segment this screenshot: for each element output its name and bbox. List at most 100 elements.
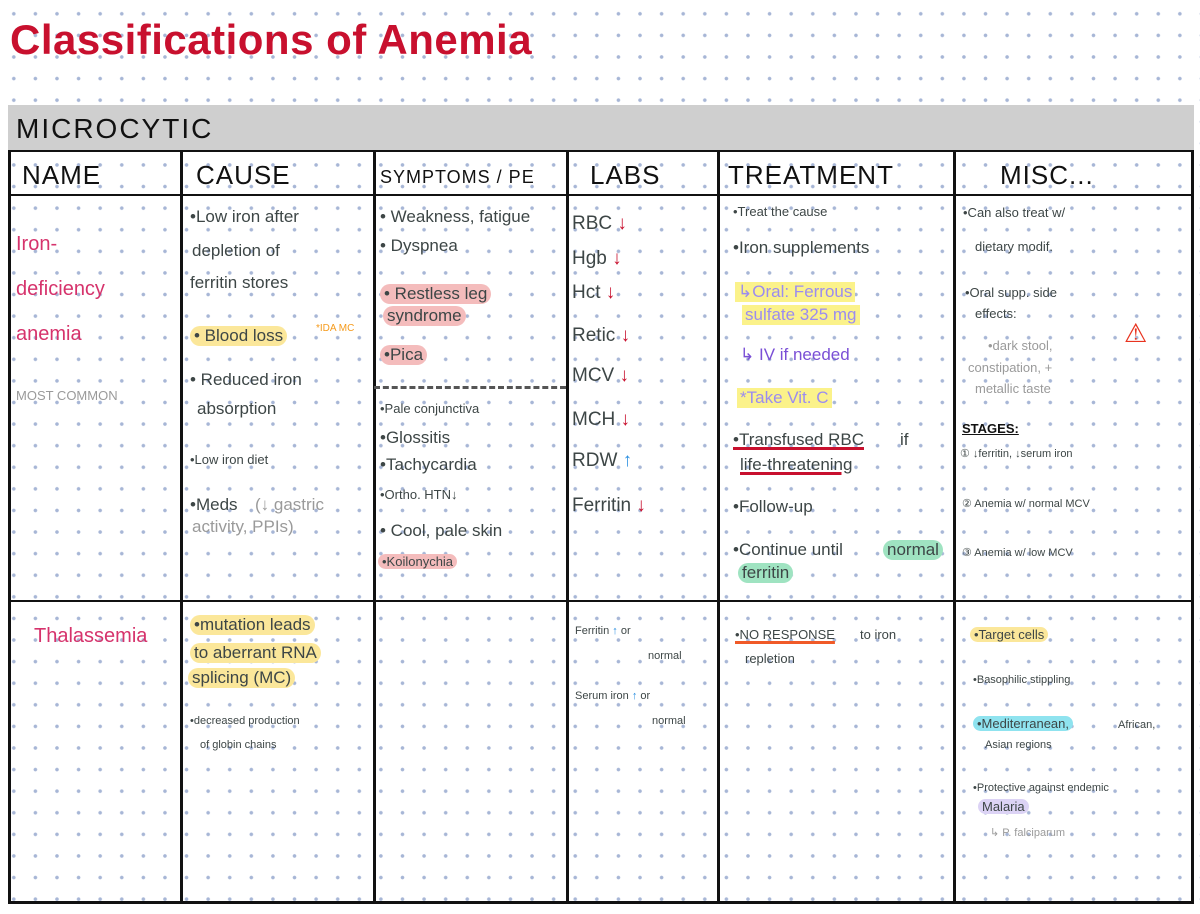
lab-name: Hct <box>572 282 601 303</box>
misc-item: ② Anemia w/ normal MCV <box>962 498 1090 510</box>
cause-item: • Blood loss <box>190 326 288 346</box>
header-divider <box>8 194 1194 196</box>
lab-name: Retic <box>572 325 616 346</box>
arrow-up-icon: ↑ <box>617 450 633 471</box>
arrow-up-icon: ↑ <box>609 625 621 637</box>
lab-value: MCH ↓ <box>572 409 630 431</box>
symptom-item: •Koilonychia <box>378 554 458 569</box>
lab-value: Hgb ↓ <box>572 248 622 270</box>
treatment-item: *Take Vit. C <box>737 388 832 408</box>
arrow-down-icon: ↓ <box>615 325 631 346</box>
symptom-item: •Pale conjunctiva <box>380 401 480 416</box>
misc-item: •Mediterranean, <box>973 716 1073 731</box>
column-divider <box>180 150 183 901</box>
lab-name: MCH <box>572 409 616 430</box>
misc-item: African, <box>1118 719 1156 731</box>
lab-name: RDW <box>572 450 618 471</box>
treatment-item: if <box>900 430 909 449</box>
misc-item: dietary modif. <box>975 239 1054 254</box>
misc-item: Malaria <box>978 799 1029 814</box>
header-cause: CAUSE <box>196 160 291 190</box>
cause-item: •Meds <box>190 495 238 514</box>
treatment-item: •Treat the cause <box>733 204 828 219</box>
cause-item: of globin chains <box>200 739 277 751</box>
symptom-item: • Dyspnea <box>380 236 458 255</box>
treatment-item: normal <box>883 540 943 560</box>
section-band: MICROCYTIC <box>8 105 1194 152</box>
misc-item: metallic taste <box>975 381 1051 396</box>
treatment-item: •Follow-up <box>733 497 813 516</box>
cause-item: absorption <box>197 399 277 418</box>
symptom-item: •Pica <box>380 345 428 365</box>
misc-item: •Target cells <box>970 627 1049 642</box>
row-divider <box>8 600 1194 602</box>
arrow-down-icon: ↓ <box>631 495 646 516</box>
lab-value: MCV ↓ <box>572 365 629 387</box>
lab-continuation: normal <box>652 715 686 727</box>
treatment-item: to iron <box>860 627 897 642</box>
cause-item: •Low iron diet <box>190 452 269 467</box>
column-divider <box>566 150 569 901</box>
treatment-item: •Transfused RBC <box>733 430 864 449</box>
misc-item: •Oral supp. side <box>965 285 1057 300</box>
page-title: Classifications of Anemia <box>10 16 533 63</box>
treatment-item: •Continue until <box>733 540 843 559</box>
treatment-item: ↳Oral: Ferrous <box>735 282 856 302</box>
lab-suffix: or <box>620 625 631 637</box>
lab-name: Serum iron <box>575 690 629 702</box>
cause-item: (↓ gastric <box>255 495 324 514</box>
misc-item: •Can also treat w/ <box>963 205 1066 220</box>
lab-continuation: normal <box>648 650 682 662</box>
treatment-item: ↳ IV if needed <box>740 345 850 364</box>
header-misc: MISC... <box>1000 160 1094 190</box>
symptom-item: • Restless leg <box>380 284 492 304</box>
misc-item: ③ Anemia w/ low MCV <box>962 547 1073 559</box>
lab-value: RDW ↑ <box>572 450 632 472</box>
section-title: MICROCYTIC <box>16 113 214 144</box>
symptoms-pe-divider <box>374 386 566 389</box>
lab-name: MCV <box>572 365 615 386</box>
header-treatment: TREATMENT <box>728 160 894 190</box>
column-divider <box>373 150 376 901</box>
symptom-item: syndrome <box>383 306 466 326</box>
arrow-down-icon: ↓ <box>615 409 631 430</box>
treatment-item: repletion <box>745 651 795 666</box>
misc-item: constipation, + <box>968 360 1053 375</box>
lab-name: Ferritin <box>575 625 610 637</box>
misc-item: ① ↓ferritin, ↓serum iron <box>960 448 1073 460</box>
misc-item: STAGES: <box>962 421 1019 436</box>
misc-item: •Protective against endemic <box>973 782 1109 794</box>
disease-name: Thalassemia <box>34 625 148 647</box>
arrow-down-icon: ↓ <box>612 213 627 234</box>
lab-value: RBC ↓ <box>572 213 627 235</box>
misc-item: •dark stool, <box>988 338 1053 353</box>
treatment-item: sulfate 325 mg <box>742 305 860 325</box>
cause-item: ferritin stores <box>190 273 289 292</box>
cause-item: to aberrant RNA <box>190 643 321 663</box>
symptom-item: • Weakness, fatigue <box>380 207 531 226</box>
column-divider <box>717 150 720 901</box>
lab-name: Hgb <box>572 248 607 269</box>
arrow-down-icon: ↓ <box>614 365 630 386</box>
treatment-item: •Iron supplements <box>733 238 870 257</box>
cause-item: depletion of <box>192 241 280 260</box>
cause-item: *IDA MC <box>316 323 355 334</box>
header-symptoms: SYMPTOMS / PE <box>380 167 535 187</box>
disease-name: deficiency <box>16 278 105 300</box>
symptom-item: • Cool, pale skin <box>380 521 503 540</box>
cause-item: • Reduced iron <box>190 370 302 389</box>
arrow-down-icon: ↓ <box>600 282 616 303</box>
symptom-item: •Tachycardia <box>380 455 477 474</box>
symptom-item: •Ortho. HTN↓ <box>380 487 458 502</box>
arrow-down-icon: ↓ <box>606 248 622 269</box>
cause-item: splicing (MC) <box>188 668 296 688</box>
disease-name: Iron- <box>16 233 58 255</box>
disease-name: anemia <box>16 323 82 345</box>
most-common-note: MOST COMMON <box>16 388 118 403</box>
misc-item: Asian regions <box>985 739 1052 751</box>
treatment-item: •NO RESPONSE <box>735 627 835 642</box>
lab-value: Hct ↓ <box>572 282 615 304</box>
treatment-item: ferritin <box>738 563 794 583</box>
lab-name: RBC <box>572 213 613 234</box>
